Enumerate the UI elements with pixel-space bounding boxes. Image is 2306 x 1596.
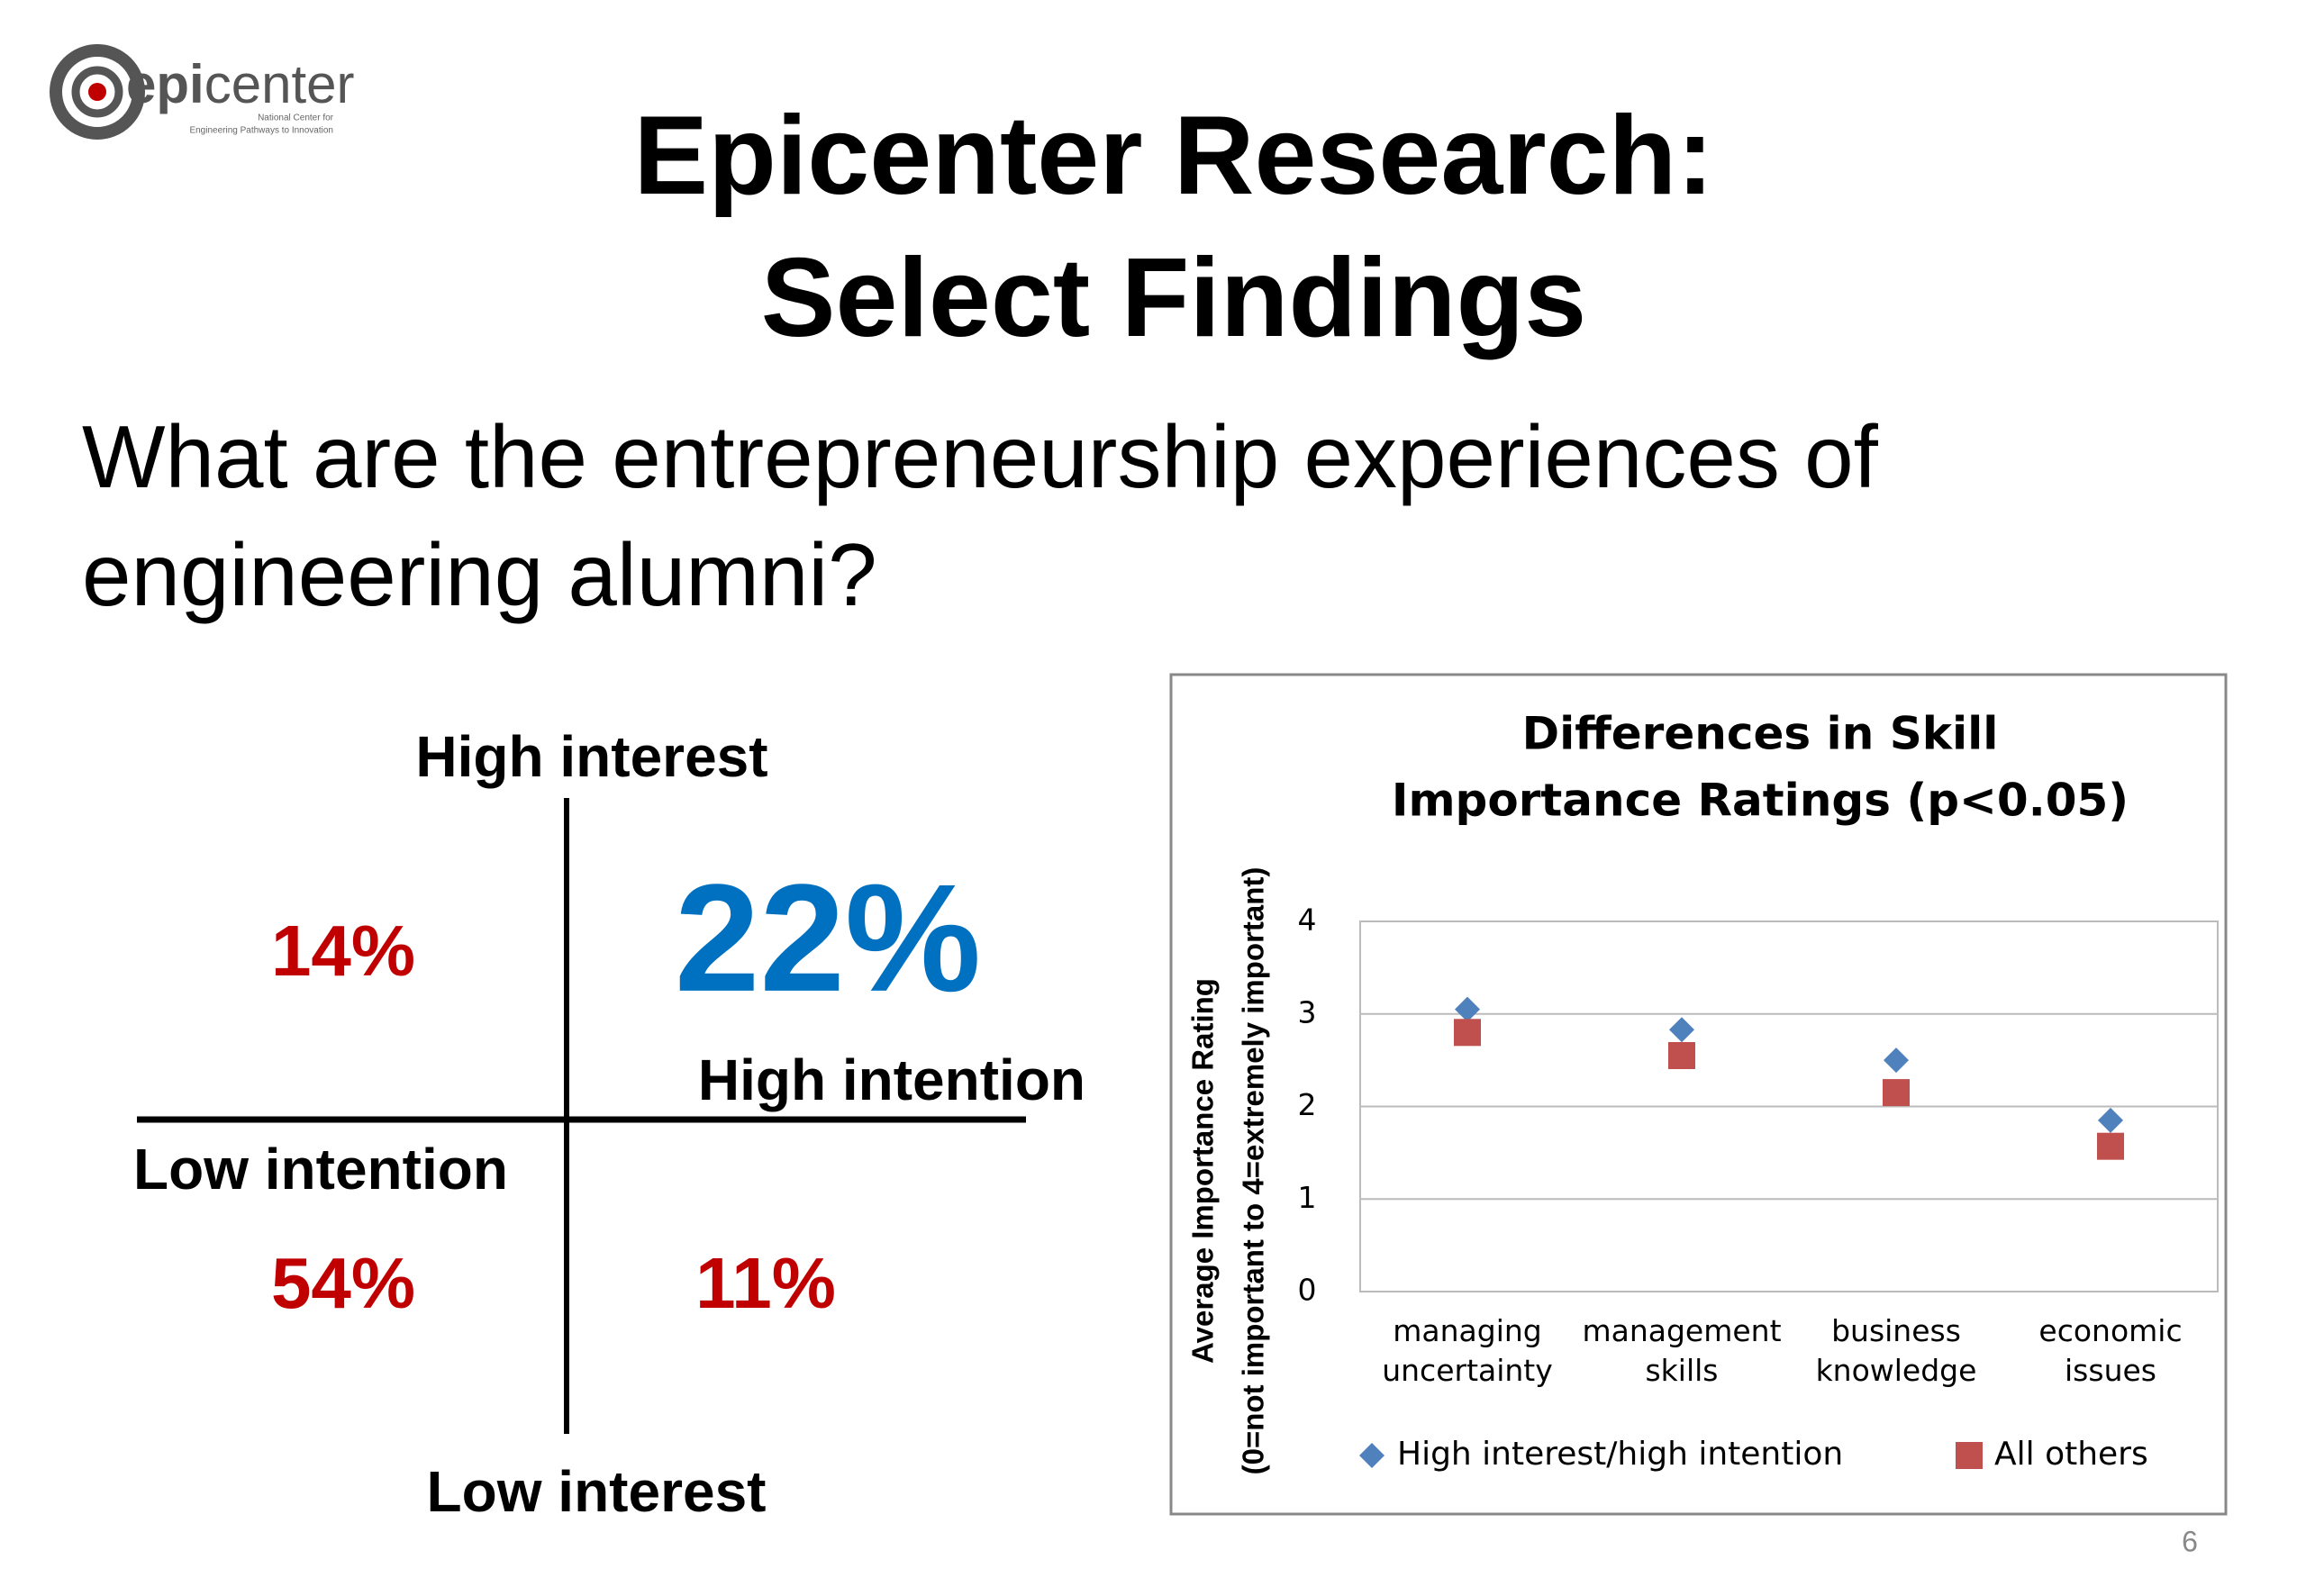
marker-diamond <box>2098 1107 2123 1133</box>
question: What are the entrepreneurship experience… <box>82 407 1879 506</box>
legend-marker <box>1359 1443 1385 1468</box>
marker-square <box>1454 1019 1481 1047</box>
marker-diamond <box>1884 1047 1909 1074</box>
y-axis-title: (0=not important to 4=extremely importan… <box>1237 867 1270 1475</box>
logo-ring <box>50 44 145 140</box>
legend-label: High interest/high intention <box>1397 1436 1843 1473</box>
question: engineering alumni? <box>82 525 877 624</box>
chart-title: Importance Ratings (p<0.05) <box>1392 775 2129 827</box>
quadrant-label: High interest <box>415 724 767 789</box>
marker-square <box>2097 1132 2124 1160</box>
chart-title: Differences in Skill <box>1522 708 1999 760</box>
y-tick-label: 2 <box>1298 1087 1317 1122</box>
logo-ring-inner <box>71 66 123 118</box>
logo: epicenter National Center for Engineerin… <box>50 44 354 140</box>
marker-diamond <box>1669 1017 1694 1043</box>
quadrant-value: 54% <box>271 1243 415 1323</box>
quadrant-value: 11% <box>695 1243 836 1323</box>
y-tick-label: 1 <box>1298 1180 1317 1215</box>
y-tick-label: 4 <box>1298 902 1317 938</box>
marker-square <box>1668 1041 1695 1069</box>
page-number: 6 <box>2182 1525 2198 1557</box>
quadrant-label: High intention <box>698 1047 1085 1112</box>
slide-title: Select Findings <box>761 236 1586 360</box>
logo-text: epicenter <box>126 54 354 114</box>
quadrant-label: Low interest <box>427 1459 767 1524</box>
quadrant-label: Low intention <box>133 1137 508 1202</box>
logo-tagline: Engineering Pathways to Innovation <box>189 126 333 136</box>
y-tick-label: 0 <box>1298 1273 1317 1308</box>
logo-prefix: epi <box>126 54 204 114</box>
quadrant-value: 22% <box>675 853 981 1024</box>
legend-label: All others <box>1994 1436 2148 1473</box>
logo-dot <box>88 83 106 101</box>
marker-diamond <box>1455 996 1480 1022</box>
quadrant-value: 14% <box>271 911 415 991</box>
chart-frame <box>1169 673 2228 1516</box>
quadrant: High interest Low interest Low intention… <box>133 724 1085 1524</box>
x-tick-label: managing uncertainty <box>1382 1313 1553 1388</box>
x-tick-label: economic issues <box>2038 1313 2182 1388</box>
legend-marker <box>1956 1442 1983 1469</box>
marker-square <box>1883 1079 1910 1107</box>
x-tick-label: business knowledge <box>1816 1313 1977 1388</box>
logo-tagline: National Center for <box>258 113 334 123</box>
x-tick-label: management skills <box>1582 1313 1781 1388</box>
slide-title: Epicenter Research: <box>633 94 1713 218</box>
y-tick-label: 3 <box>1298 994 1317 1029</box>
logo-suffix: center <box>204 54 355 114</box>
y-axis-title: Average Importance Rating <box>1186 978 1220 1364</box>
